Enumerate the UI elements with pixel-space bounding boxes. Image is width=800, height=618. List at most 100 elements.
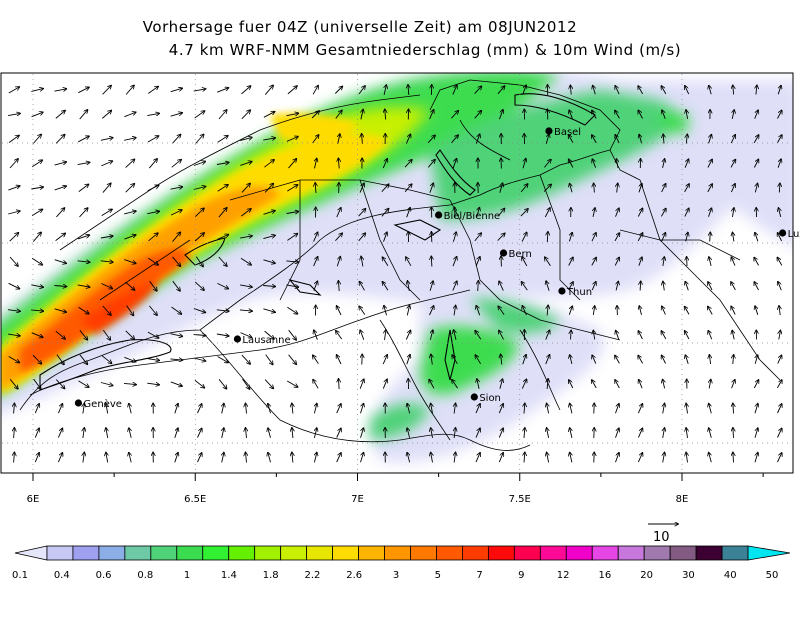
city-dot xyxy=(470,393,478,401)
wind-arrow xyxy=(313,257,318,267)
wind-arrow xyxy=(684,209,689,217)
wind-arrow xyxy=(193,162,205,166)
colorbar-label: 9 xyxy=(518,570,524,581)
wind-arrow xyxy=(663,380,665,389)
colorbar-segment xyxy=(384,545,411,561)
wind-arrow xyxy=(246,453,247,463)
wind-arrow xyxy=(452,85,457,95)
colorbar-segment xyxy=(513,545,541,561)
wind-arrow xyxy=(686,453,687,463)
wind-arrow xyxy=(431,404,433,414)
city-dot xyxy=(435,211,443,219)
grid-lines xyxy=(2,74,792,472)
wind-arrow xyxy=(101,355,111,363)
wind-arrow xyxy=(639,380,643,389)
wind-arrow xyxy=(452,159,456,169)
city: Genève xyxy=(74,398,122,410)
wind-arrow xyxy=(639,184,642,193)
wind-arrow xyxy=(499,183,503,193)
wind-arrow xyxy=(777,380,781,389)
wind-arrow xyxy=(78,87,89,94)
city-dot xyxy=(74,399,83,407)
wind-arrow xyxy=(193,357,206,361)
wind-arrow xyxy=(521,379,526,389)
wind-arrow xyxy=(661,184,666,193)
wind-arrow xyxy=(174,428,178,438)
wind-arrow xyxy=(57,428,62,438)
city-label: Bern xyxy=(509,249,532,260)
wind-arrow xyxy=(312,135,319,144)
city-dot xyxy=(233,335,242,343)
wind-arrow xyxy=(337,306,342,316)
city-dot xyxy=(499,249,508,257)
wind-arrow xyxy=(663,282,664,291)
wind-arrow xyxy=(288,329,296,340)
wind-arrow xyxy=(543,184,551,192)
wind-arrow xyxy=(172,256,181,266)
wind-arrow xyxy=(616,159,618,168)
wind-arrow xyxy=(287,185,297,192)
wind-arrow xyxy=(123,383,136,384)
wind-arrow xyxy=(264,330,274,339)
wind-arrow xyxy=(661,209,665,217)
colorbar-segment xyxy=(72,545,100,561)
wind-arrow xyxy=(33,378,41,389)
wind-arrow xyxy=(218,256,227,266)
city-label: Thun xyxy=(566,287,592,298)
wind-arrow xyxy=(756,86,757,95)
wind-arrow xyxy=(125,86,134,95)
wind-arrow xyxy=(170,88,182,93)
wind-arrow xyxy=(708,282,713,291)
colorbar-label: 0.6 xyxy=(96,570,112,581)
wind-arrow xyxy=(124,211,136,215)
wind-arrow xyxy=(615,111,620,119)
wind-arrow xyxy=(615,135,620,144)
wind-arrow xyxy=(637,404,642,414)
colorbar-label: 3 xyxy=(393,570,399,581)
wind-arrow xyxy=(638,356,643,364)
wind-arrow xyxy=(568,282,573,291)
wind-arrow xyxy=(547,306,548,316)
wind-arrow xyxy=(777,429,782,438)
wind-arrow xyxy=(313,232,318,242)
colorbar-label: 0.4 xyxy=(54,570,70,581)
wind-arrow xyxy=(570,184,572,193)
wind-arrow xyxy=(171,160,181,168)
colorbar-segment xyxy=(695,545,723,561)
wind-arrow xyxy=(170,113,182,117)
wind-arrow xyxy=(194,111,205,119)
wind-arrow xyxy=(240,209,251,217)
city: Biel/Bienne xyxy=(435,211,500,222)
lake-geneva xyxy=(39,339,172,391)
x-tick-label: 8E xyxy=(676,494,689,505)
wind-arrow xyxy=(520,209,528,217)
wind-arrow xyxy=(685,307,690,315)
wind-arrow xyxy=(381,209,389,217)
wind-arrow xyxy=(731,380,735,389)
wind-arrow xyxy=(547,379,548,390)
wind-arrow xyxy=(147,136,158,143)
wind-arrow xyxy=(452,281,457,291)
wind-arrow xyxy=(452,232,456,242)
wind-arrow xyxy=(708,331,713,340)
wind-arrow xyxy=(546,281,550,291)
wind-arrow xyxy=(83,428,84,439)
wind-arrow xyxy=(8,186,19,191)
wind-arrow xyxy=(663,159,665,168)
wind-arrow xyxy=(499,281,504,291)
wind-arrow xyxy=(263,308,275,312)
wind-arrow xyxy=(732,331,734,340)
wind-arrow xyxy=(570,355,572,365)
wind-arrow xyxy=(475,404,480,414)
wind-arrow xyxy=(313,380,319,389)
wind-arrow xyxy=(497,86,505,95)
wind-arrow xyxy=(78,136,89,143)
wind-arrow xyxy=(358,233,366,242)
wind-arrow xyxy=(263,286,275,287)
wind-arrow xyxy=(197,429,202,438)
city: Lausanne xyxy=(233,335,291,346)
wind-arrow xyxy=(83,404,84,414)
wind-arrow xyxy=(83,453,84,463)
wind-arrow xyxy=(406,208,410,218)
